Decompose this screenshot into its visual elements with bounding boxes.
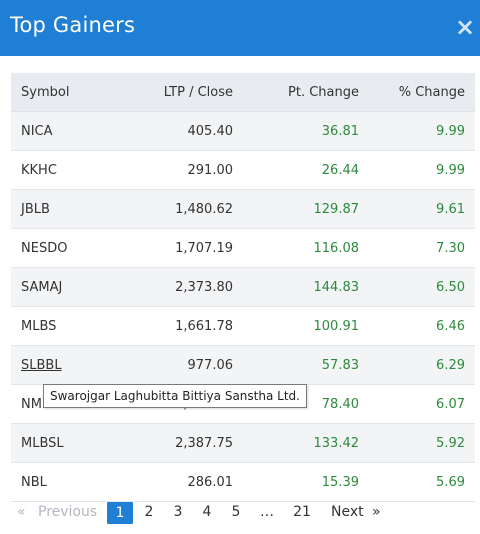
pct-change-cell: 9.99 xyxy=(369,150,475,190)
column-header-ltp[interactable]: LTP / Close xyxy=(123,73,243,112)
pct-change-cell: 6.29 xyxy=(369,345,475,385)
ltp-cell: 291.00 xyxy=(123,150,243,190)
symbol-cell[interactable]: SAMAJ xyxy=(11,267,123,307)
symbol-cell[interactable]: NICA xyxy=(11,111,123,151)
pt-change-cell: 15.39 xyxy=(243,462,369,502)
pt-change-cell: 116.08 xyxy=(243,228,369,268)
previous-arrow-icon: « xyxy=(17,504,26,520)
ltp-cell: 2,387.75 xyxy=(123,423,243,463)
table-row: MLBSL 2,387.75 133.42 5.92 xyxy=(11,423,475,463)
column-header-pct-change[interactable]: % Change xyxy=(369,73,475,112)
pagination-ellipsis: … xyxy=(260,504,274,520)
pct-change-cell: 5.69 xyxy=(369,462,475,502)
pct-change-cell: 6.50 xyxy=(369,267,475,307)
table-row: JBLB 1,480.62 129.87 9.61 xyxy=(11,189,475,229)
pct-change-cell: 6.46 xyxy=(369,306,475,346)
pt-change-cell: 36.81 xyxy=(243,111,369,151)
pt-change-cell: 129.87 xyxy=(243,189,369,229)
pt-change-cell: 100.91 xyxy=(243,306,369,346)
modal-title: Top Gainers xyxy=(10,13,136,37)
ltp-cell: 1,707.19 xyxy=(123,228,243,268)
symbol-cell[interactable]: KKHC xyxy=(11,150,123,190)
top-gainers-table: Symbol LTP / Close Pt. Change % Change N… xyxy=(11,73,475,502)
pct-change-cell: 7.30 xyxy=(369,228,475,268)
table-row: NBL 286.01 15.39 5.69 xyxy=(11,462,475,502)
pct-change-cell: 6.07 xyxy=(369,384,475,424)
ltp-cell: 1,661.78 xyxy=(123,306,243,346)
symbol-cell: SLBBL xyxy=(11,345,123,385)
symbol-cell[interactable]: NBL xyxy=(11,462,123,502)
column-header-pt-change[interactable]: Pt. Change xyxy=(243,73,369,112)
page-21-button[interactable]: 21 xyxy=(293,504,311,520)
symbol-cell[interactable]: NESDO xyxy=(11,228,123,268)
symbol-link[interactable]: SLBBL xyxy=(21,357,62,373)
symbol-cell[interactable]: MLBSL xyxy=(11,423,123,463)
table-row: SAMAJ 2,373.80 144.83 6.50 xyxy=(11,267,475,307)
column-header-symbol[interactable]: Symbol xyxy=(11,73,123,112)
table-row: NICA 405.40 36.81 9.99 xyxy=(11,111,475,151)
pt-change-cell: 144.83 xyxy=(243,267,369,307)
page-4-button[interactable]: 4 xyxy=(202,504,212,520)
page-5-button[interactable]: 5 xyxy=(231,504,241,520)
symbol-cell[interactable]: JBLB xyxy=(11,189,123,229)
symbol-tooltip: Swarojgar Laghubitta Bittiya Sanstha Ltd… xyxy=(43,384,307,408)
modal-header: Top Gainers × xyxy=(0,0,480,56)
table-header-row: Symbol LTP / Close Pt. Change % Change xyxy=(11,73,475,112)
page-1-button[interactable]: 1 xyxy=(107,502,133,524)
table-row: KKHC 291.00 26.44 9.99 xyxy=(11,150,475,190)
previous-button[interactable]: Previous xyxy=(38,504,98,520)
pagination: « Previous 1 2 3 4 5 … 21 Next » xyxy=(11,500,475,524)
ltp-cell: 977.06 xyxy=(123,345,243,385)
close-icon[interactable]: × xyxy=(454,13,476,41)
symbol-cell[interactable]: MLBS xyxy=(11,306,123,346)
next-arrow-icon[interactable]: » xyxy=(372,504,381,520)
page-3-button[interactable]: 3 xyxy=(173,504,183,520)
ltp-cell: 2,373.80 xyxy=(123,267,243,307)
page-2-button[interactable]: 2 xyxy=(144,504,154,520)
pct-change-cell: 9.61 xyxy=(369,189,475,229)
next-button[interactable]: Next xyxy=(331,504,364,520)
table-row: SLBBL 977.06 57.83 6.29 xyxy=(11,345,475,385)
table-row: NESDO 1,707.19 116.08 7.30 xyxy=(11,228,475,268)
ltp-cell: 286.01 xyxy=(123,462,243,502)
pt-change-cell: 57.83 xyxy=(243,345,369,385)
pct-change-cell: 9.99 xyxy=(369,111,475,151)
ltp-cell: 1,480.62 xyxy=(123,189,243,229)
table-row: MLBS 1,661.78 100.91 6.46 xyxy=(11,306,475,346)
ltp-cell: 405.40 xyxy=(123,111,243,151)
pt-change-cell: 26.44 xyxy=(243,150,369,190)
pt-change-cell: 133.42 xyxy=(243,423,369,463)
pct-change-cell: 5.92 xyxy=(369,423,475,463)
